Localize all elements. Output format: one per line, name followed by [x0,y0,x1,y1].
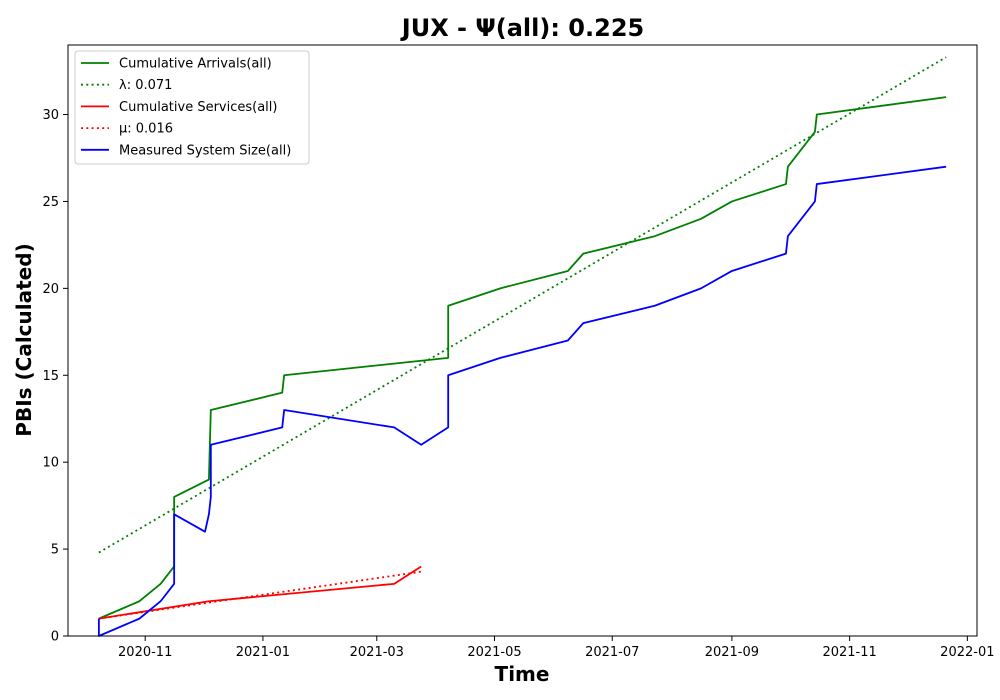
legend-box [74,50,310,165]
y-axis-title: PBIs (Calculated) [12,243,36,436]
y-tick-label: 15 [42,369,59,384]
x-tick-label: 2022-01 [940,645,994,660]
y-tick-label: 0 [51,630,59,645]
series-line-2-0-071 [98,56,947,554]
y-tick-label: 20 [42,282,59,297]
y-tick-label: 5 [51,543,59,558]
legend-label: Measured System Size(all) [119,143,291,158]
plot-area [97,56,947,637]
series-line-3-cumulative-services-all [98,565,422,620]
series-line-4-0-016 [98,570,422,620]
x-tick-label: 2021-05 [467,645,521,660]
y-tick-label: 30 [42,108,59,123]
axes-frame [67,44,978,637]
x-axis: 2020-11 2021-01 2021-03 2021-05 2021-07 2021-… [118,636,995,660]
y-tick-label: 25 [42,195,59,210]
y-tick-label: 10 [42,456,59,471]
x-tick-label: 2021-01 [236,645,290,660]
x-tick-label: 2021-09 [705,645,759,660]
series-line-1-cumulative-arrivals-all [98,96,947,620]
legend-label: λ: 0.071 [119,78,172,93]
series-line-5-measured-system-size-all [97,165,947,637]
x-tick-label: 2021-03 [350,645,404,660]
x-tick-label: 2021-11 [822,645,876,660]
legend-label: Cumulative Services(all) [119,100,277,115]
legend-label: Cumulative Arrivals(all) [119,57,272,72]
x-tick-label: 2020-11 [118,645,172,660]
legend: Cumulative Arrivals(all) λ: 0.071 Cumulati… [74,50,310,165]
x-tick-label: 2021-07 [585,645,639,660]
chart-title: JUX - Ψ(all): 0.225 [400,14,644,42]
legend-label: μ: 0.016 [119,122,173,137]
y-axis: 0 5 10 15 20 25 30 [42,108,68,645]
x-axis-title: Time [495,662,550,686]
